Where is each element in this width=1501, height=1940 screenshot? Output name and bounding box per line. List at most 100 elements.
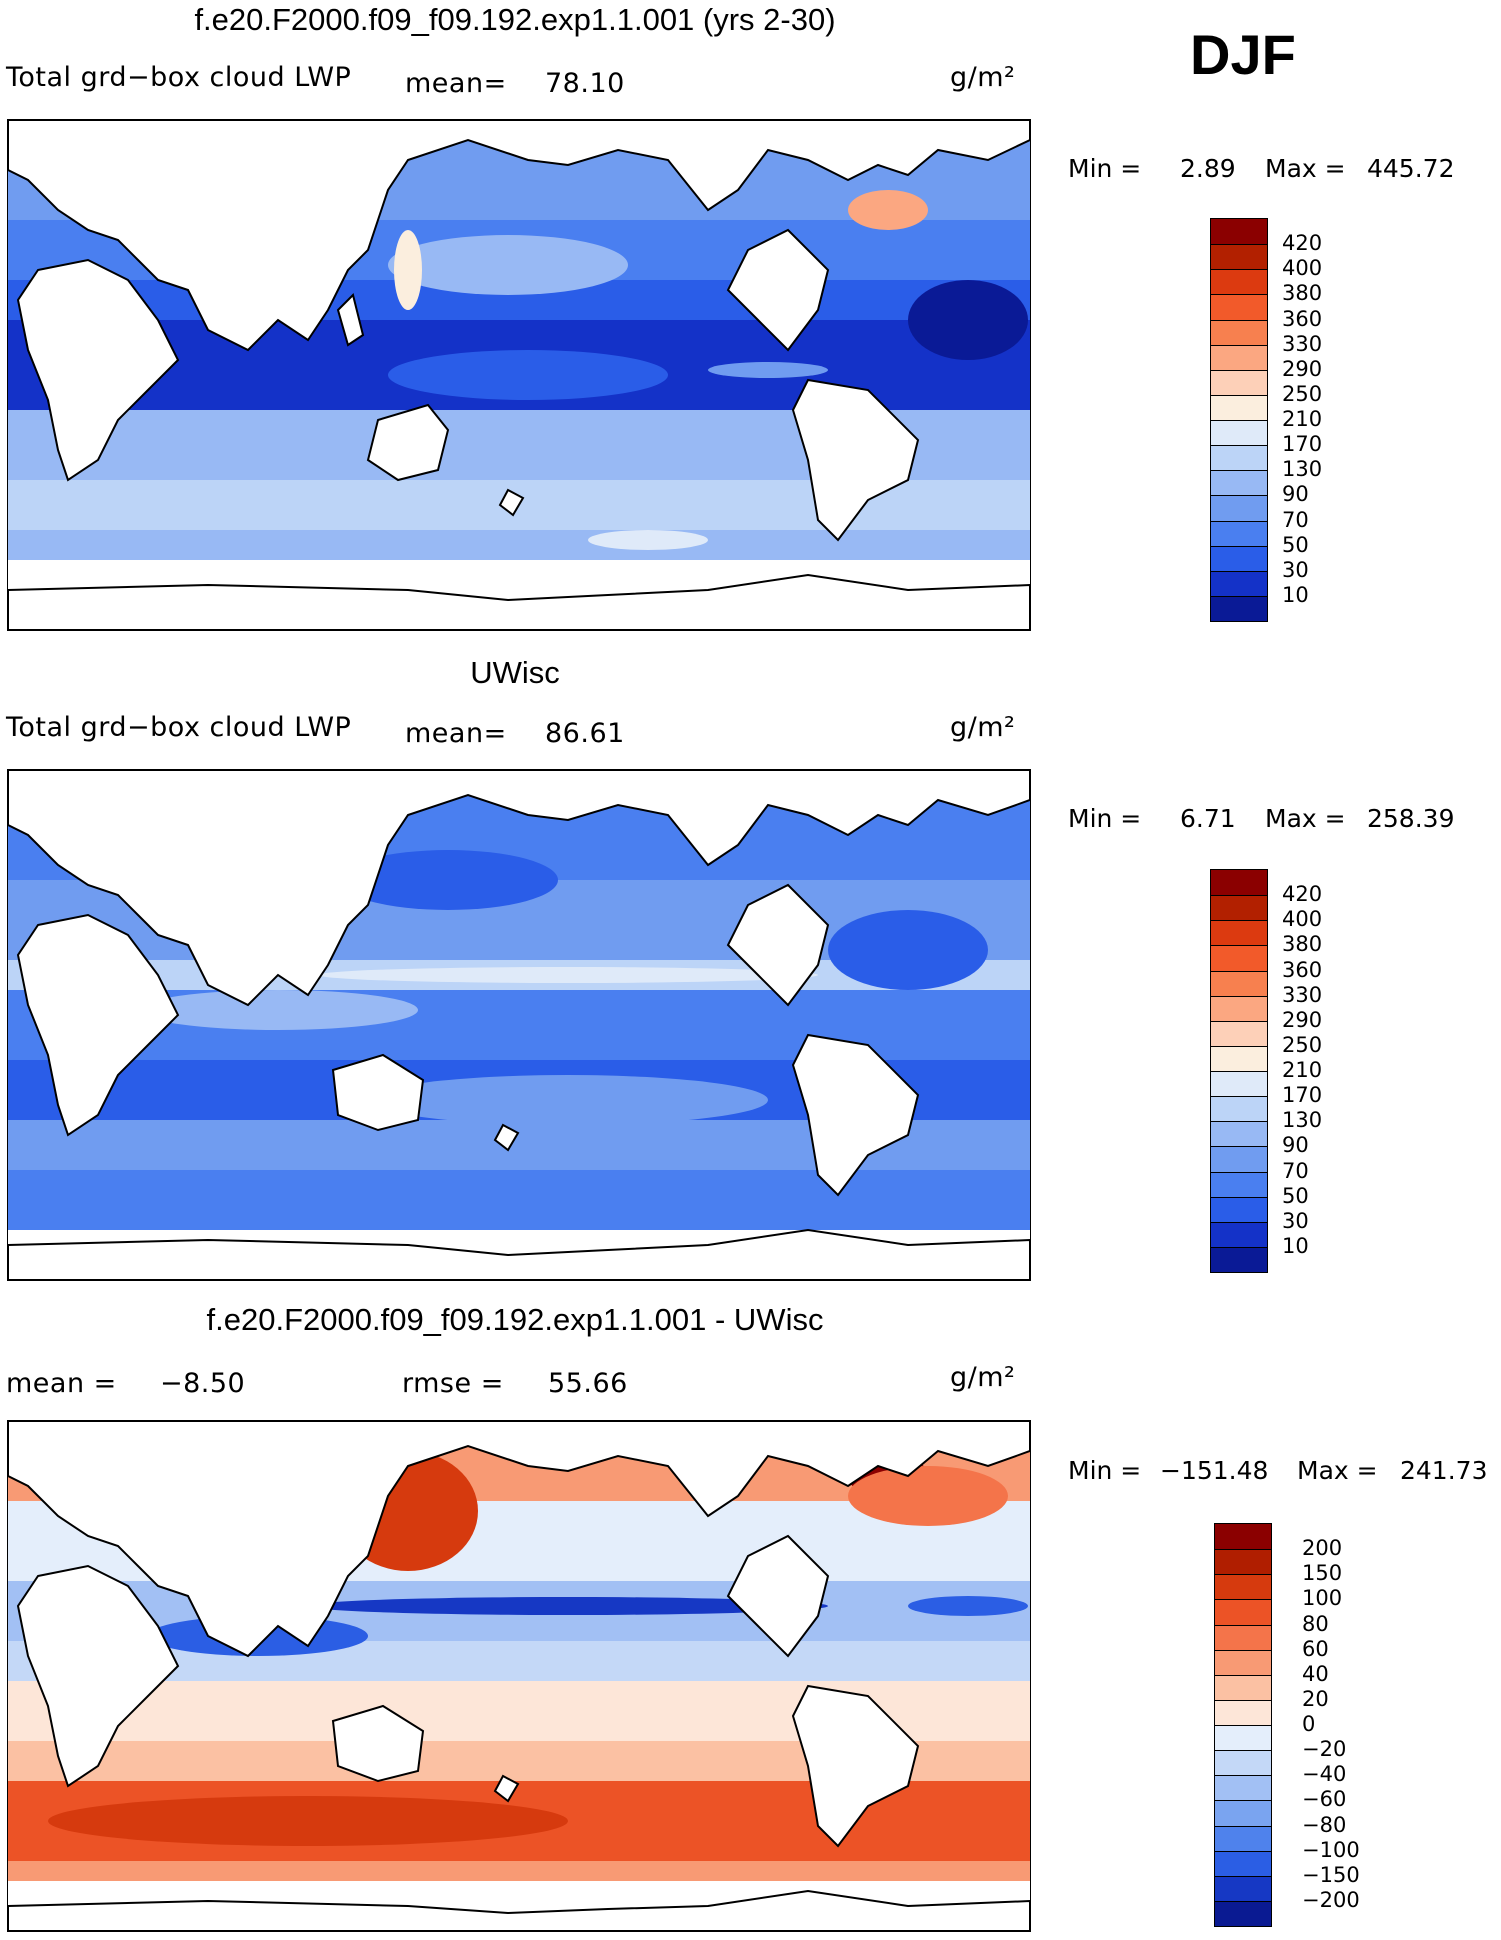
colorbar-tick-label: 170 [1282, 432, 1323, 457]
panel-2-field-label: Total grd−box cloud LWP [6, 712, 352, 743]
panel-1-map [7, 119, 1031, 631]
colorbar-segment [1211, 1020, 1267, 1046]
colorbar-tick-label: 400 [1282, 907, 1323, 932]
colorbar-tick-label: 20 [1302, 1686, 1329, 1711]
colorbar-tick-label: 90 [1282, 482, 1309, 507]
colorbar-segment [1211, 995, 1267, 1021]
colorbar-segment [1215, 1900, 1271, 1926]
panel-1-units: g/m² [950, 62, 1016, 93]
colorbar-segment [1211, 545, 1267, 571]
panel-3-map [7, 1420, 1031, 1932]
panel-2-mean-value: 86.61 [545, 718, 625, 749]
colorbar-tick-label: −80 [1302, 1812, 1347, 1837]
colorbar-tick-label: 60 [1302, 1636, 1329, 1661]
colorbar-tick-label: 380 [1282, 932, 1323, 957]
panel-1-title: f.e20.F2000.f09_f09.192.exp1.1.001 (yrs … [194, 2, 836, 37]
colorbar-segment [1215, 1775, 1271, 1801]
panel-3-field-svg [8, 1421, 1030, 1931]
colorbar-tick-label: −100 [1302, 1837, 1360, 1862]
panel-2-field-svg [8, 770, 1030, 1280]
panel-1-field-label: Total grd−box cloud LWP [6, 62, 352, 93]
panel-1-mean-value: 78.10 [545, 68, 625, 99]
panel-2-max-value: 258.39 [1367, 804, 1455, 833]
colorbar-tick-label: 330 [1282, 331, 1323, 356]
panel-3-rmse-label: rmse = [402, 1368, 504, 1399]
panel-1-max-value: 445.72 [1367, 154, 1455, 183]
colorbar-segment [1211, 1045, 1267, 1071]
colorbar-tick-label: 380 [1282, 281, 1323, 306]
panel-3-min-label: Min = [1068, 1456, 1142, 1485]
colorbar-segment [1211, 445, 1267, 471]
colorbar-segment [1211, 420, 1267, 446]
colorbar-tick-label: 30 [1282, 1208, 1309, 1233]
colorbar-segment [1211, 595, 1267, 621]
panel-3-min-value: −151.48 [1160, 1456, 1269, 1485]
panel-3-colorbar [1214, 1523, 1272, 1927]
panel-2-colorbar [1210, 869, 1268, 1273]
colorbar-tick-label: 100 [1302, 1586, 1343, 1611]
panel-3-mean-value: −8.50 [160, 1368, 246, 1399]
colorbar-tick-label: 40 [1302, 1661, 1329, 1686]
colorbar-tick-label: 90 [1282, 1133, 1309, 1158]
colorbar-segment [1215, 1850, 1271, 1876]
panel-2-max-label: Max = [1265, 804, 1346, 833]
colorbar-segment [1215, 1875, 1271, 1901]
colorbar-segment [1211, 244, 1267, 270]
colorbar-segment [1215, 1825, 1271, 1851]
colorbar-segment [1211, 970, 1267, 996]
panel-3-max-value: 241.73 [1400, 1456, 1488, 1485]
colorbar-tick-label: 420 [1282, 231, 1323, 256]
panel-2-min-label: Min = [1068, 804, 1142, 833]
colorbar-segment [1211, 219, 1267, 245]
panel-3-mean-label: mean = [6, 1368, 117, 1399]
colorbar-segment [1215, 1750, 1271, 1776]
colorbar-segment [1211, 1071, 1267, 1097]
colorbar-tick-label: 80 [1302, 1611, 1329, 1636]
colorbar-segment [1211, 269, 1267, 295]
colorbar-segment [1211, 394, 1267, 420]
colorbar-segment [1211, 1171, 1267, 1197]
panel-3-max-label: Max = [1297, 1456, 1378, 1485]
colorbar-tick-label: 210 [1282, 407, 1323, 431]
colorbar-segment [1211, 294, 1267, 320]
colorbar-segment [1215, 1649, 1271, 1675]
colorbar-segment [1211, 945, 1267, 971]
colorbar-segment [1211, 1096, 1267, 1122]
colorbar-segment [1211, 870, 1267, 896]
colorbar-tick-label: 250 [1282, 1032, 1323, 1057]
colorbar-segment [1215, 1599, 1271, 1625]
colorbar-tick-label: 0 [1302, 1712, 1316, 1736]
season-label: DJF [1190, 23, 1296, 86]
colorbar-tick-label: 210 [1282, 1058, 1323, 1082]
panel-1-mean-label: mean= [405, 68, 507, 99]
colorbar-tick-label: 360 [1282, 957, 1323, 982]
colorbar-tick-label: −200 [1302, 1887, 1360, 1912]
panel-2-map [7, 769, 1031, 1281]
panel-1-colorbar [1210, 218, 1268, 622]
colorbar-segment [1211, 1146, 1267, 1172]
colorbar-tick-label: 290 [1282, 356, 1323, 381]
colorbar-tick-label: 130 [1282, 457, 1323, 482]
colorbar-segment [1211, 570, 1267, 596]
colorbar-segment [1211, 1196, 1267, 1222]
panel-1-max-label: Max = [1265, 154, 1346, 183]
panel-3-rmse-value: 55.66 [548, 1368, 628, 1399]
colorbar-tick-label: 30 [1282, 557, 1309, 582]
colorbar-segment [1211, 495, 1267, 521]
colorbar-segment [1211, 1221, 1267, 1247]
colorbar-tick-label: −20 [1302, 1737, 1347, 1762]
colorbar-tick-label: 170 [1282, 1083, 1323, 1108]
colorbar-segment [1215, 1699, 1271, 1725]
panel-1-field-svg [8, 120, 1030, 630]
colorbar-segment [1215, 1524, 1271, 1550]
panel-2-min-value: 6.71 [1180, 804, 1236, 833]
colorbar-tick-label: 50 [1282, 1183, 1309, 1208]
colorbar-segment [1215, 1725, 1271, 1751]
panel-3-title: f.e20.F2000.f09_f09.192.exp1.1.001 - UWi… [206, 1302, 824, 1337]
colorbar-tick-label: 130 [1282, 1108, 1323, 1133]
colorbar-segment [1211, 319, 1267, 345]
colorbar-segment [1215, 1574, 1271, 1600]
panel-2-title: UWisc [470, 655, 560, 690]
panel-1-min-value: 2.89 [1180, 154, 1236, 183]
colorbar-tick-label: −150 [1302, 1862, 1360, 1887]
